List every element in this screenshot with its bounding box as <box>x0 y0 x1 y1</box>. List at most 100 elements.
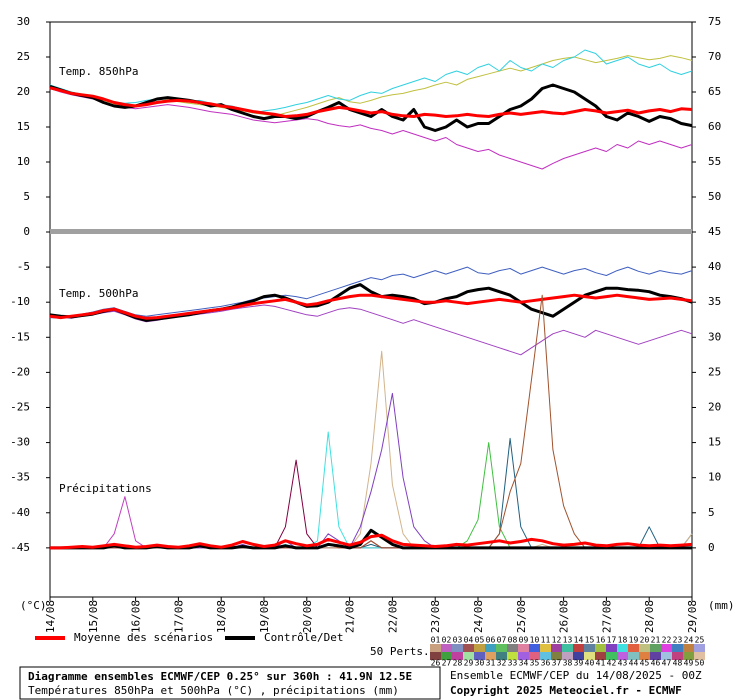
member-label: 39 <box>574 659 584 668</box>
x-tick-label: 29/08 <box>686 600 699 633</box>
y-tick-label: -35 <box>10 471 30 484</box>
legend-label: Moyenne des scénarios <box>74 631 213 644</box>
y-tick-label: -10 <box>10 295 30 308</box>
y2-tick-label: 50 <box>708 190 721 203</box>
member-label: 08 <box>508 636 518 645</box>
y-tick-label: -30 <box>10 436 30 449</box>
member-swatch <box>628 652 639 660</box>
member-swatch <box>562 644 573 652</box>
member-swatch <box>430 652 441 660</box>
x-tick-label: 14/08 <box>44 600 57 633</box>
y2-tick-label: 70 <box>708 50 721 63</box>
member-swatch <box>606 652 617 660</box>
member-swatch <box>694 652 705 660</box>
x-tick-label: 22/08 <box>386 600 399 633</box>
member-swatch <box>463 644 474 652</box>
member-swatch <box>496 644 507 652</box>
copyright: Copyright 2025 Meteociel.fr - ECMWF <box>450 684 682 697</box>
member-swatch <box>617 644 628 652</box>
member-label: 16 <box>596 636 606 645</box>
member-swatch <box>584 644 595 652</box>
member-label: 43 <box>618 659 628 668</box>
y2-tick-label: 35 <box>708 295 721 308</box>
member-swatch <box>540 652 551 660</box>
y2-tick-label: 20 <box>708 400 721 413</box>
y-tick-label: 5 <box>23 190 30 203</box>
member-swatch <box>551 652 562 660</box>
run-info: Ensemble ECMWF/CEP du 14/08/2025 - 00Z <box>450 669 702 682</box>
member-swatch <box>518 644 529 652</box>
x-tick-label: 25/08 <box>515 600 528 633</box>
member-swatch <box>584 652 595 660</box>
x-tick-label: 18/08 <box>215 600 228 633</box>
legend-label: Contrôle/Det <box>264 631 343 644</box>
y2-tick-label: 45 <box>708 225 721 238</box>
member-label: 32 <box>497 659 507 668</box>
member-label: 33 <box>508 659 518 668</box>
member-swatch <box>606 644 617 652</box>
member-label: 14 <box>574 636 584 645</box>
member-label: 35 <box>530 659 540 668</box>
chart-title: Diagramme ensembles ECMWF/CEP 0.25° sur … <box>28 670 412 683</box>
series-line <box>49 83 693 132</box>
member-label: 10 <box>530 636 540 645</box>
member-label: 22 <box>662 636 672 645</box>
footer-box <box>19 666 441 700</box>
member-label: 24 <box>684 636 694 645</box>
member-label: 03 <box>453 636 463 645</box>
y-tick-label: -45 <box>10 541 30 554</box>
x-tick-label: 28/08 <box>643 600 656 633</box>
chart-subtitle: Températures 850hPa et 500hPa (°C) , pré… <box>28 684 399 697</box>
panel-label: Précipitations <box>59 482 152 495</box>
member-swatch <box>672 652 683 660</box>
member-swatch <box>683 644 694 652</box>
member-swatch <box>485 644 496 652</box>
series-line <box>50 533 693 550</box>
member-label: 47 <box>662 659 672 668</box>
y-tick-label: 15 <box>17 120 30 133</box>
y-tick-label: 20 <box>17 85 30 98</box>
member-label: 50 <box>695 659 705 668</box>
member-label: 17 <box>607 636 617 645</box>
member-swatch <box>452 652 463 660</box>
series-line <box>49 266 693 319</box>
member-label: 42 <box>607 659 617 668</box>
member-swatch <box>540 644 551 652</box>
member-swatch <box>617 652 628 660</box>
y-tick-label: 25 <box>17 50 30 63</box>
member-label: 20 <box>640 636 650 645</box>
y2-tick-label: 65 <box>708 85 721 98</box>
member-label: 02 <box>442 636 452 645</box>
member-label: 30 <box>475 659 485 668</box>
member-label: 19 <box>629 636 639 645</box>
member-label: 04 <box>464 636 474 645</box>
member-label: 38 <box>563 659 573 668</box>
x-tick-label: 15/08 <box>87 600 100 633</box>
member-swatch <box>661 644 672 652</box>
member-swatch <box>474 644 485 652</box>
y-tick-label: 10 <box>17 155 30 168</box>
series-line <box>49 88 693 170</box>
member-label: 23 <box>673 636 683 645</box>
member-swatch <box>639 644 650 652</box>
member-label: 12 <box>552 636 562 645</box>
member-swatch <box>529 644 540 652</box>
y2-tick-label: 55 <box>708 155 721 168</box>
y-tick-label: 30 <box>17 15 30 28</box>
member-swatch <box>496 652 507 660</box>
member-swatch <box>595 652 606 660</box>
y2-tick-label: 0 <box>708 541 715 554</box>
y2-tick-label: 60 <box>708 120 721 133</box>
y2-tick-label: 30 <box>708 330 721 343</box>
series-line <box>49 293 693 320</box>
y-tick-label: -40 <box>10 506 30 519</box>
x-tick-label: 26/08 <box>558 600 571 633</box>
member-swatch <box>463 652 474 660</box>
member-swatch <box>650 652 661 660</box>
member-swatch <box>628 644 639 652</box>
member-label: 15 <box>585 636 595 645</box>
member-label: 18 <box>618 636 628 645</box>
member-swatch <box>441 644 452 652</box>
panel-label: Temp. 850hPa <box>59 65 138 78</box>
member-swatch <box>518 652 529 660</box>
